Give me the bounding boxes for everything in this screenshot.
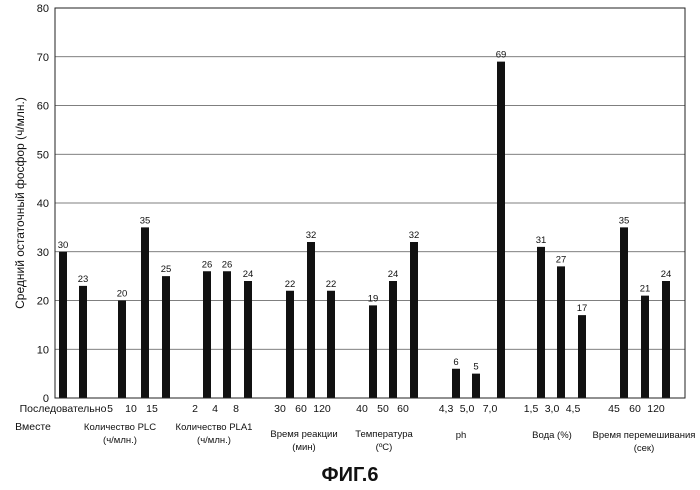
group-label: Количество PLA1(ч/млн.) — [176, 422, 253, 446]
y-tick-label: 60 — [37, 101, 49, 113]
x-tick-label: 30 — [274, 403, 286, 415]
bar — [472, 374, 480, 398]
bar — [79, 286, 87, 398]
data-label: 32 — [306, 230, 317, 241]
x-tick-label: 5,0 — [460, 403, 475, 415]
x-tick-label: 45 — [608, 403, 620, 415]
x-tick-label: 5 — [107, 403, 113, 415]
group-label: Температура(ºC) — [355, 429, 413, 453]
data-label: 17 — [577, 303, 588, 314]
data-label: 25 — [161, 264, 172, 275]
data-label: 23 — [78, 274, 89, 285]
y-tick-label: 80 — [37, 3, 49, 15]
data-label: 24 — [661, 269, 672, 280]
data-label: 31 — [536, 235, 547, 246]
x-tick-label: Вместе — [15, 421, 51, 433]
bar — [662, 281, 670, 398]
data-label: 22 — [326, 279, 337, 290]
data-label: 35 — [140, 215, 151, 226]
x-tick-label: 60 — [397, 403, 409, 415]
x-tick-label: 4 — [212, 403, 218, 415]
data-label: 24 — [243, 269, 254, 280]
bar — [327, 291, 335, 398]
bar — [286, 291, 294, 398]
data-label: 26 — [222, 259, 233, 270]
bar — [497, 62, 505, 398]
x-tick-label: 4,5 — [566, 403, 581, 415]
x-tick-label: Последовательно — [20, 403, 107, 415]
y-axis-label: Средний остаточный фосфор (ч/млн.) — [13, 97, 27, 309]
data-label: 27 — [556, 254, 567, 265]
data-label: 22 — [285, 279, 296, 290]
y-tick-label: 20 — [37, 296, 49, 308]
data-label: 5 — [473, 362, 478, 373]
data-label: 20 — [117, 289, 128, 300]
bar — [223, 271, 231, 398]
bar — [59, 252, 67, 398]
bar — [452, 369, 460, 398]
group-label: Время перемешивания(сек) — [593, 430, 696, 454]
x-tick-label: 3,0 — [545, 403, 560, 415]
bars — [59, 62, 670, 398]
y-tick-label: 10 — [37, 344, 49, 356]
bar — [369, 305, 377, 398]
data-label: 24 — [388, 269, 399, 280]
data-label: 30 — [58, 240, 69, 251]
x-tick-label: 2 — [192, 403, 198, 415]
data-label: 69 — [496, 50, 507, 61]
data-label: 6 — [453, 357, 458, 368]
x-tick-label: 60 — [295, 403, 307, 415]
x-tick-label: 60 — [629, 403, 641, 415]
x-tick-label: 1,5 — [524, 403, 539, 415]
bar — [141, 227, 149, 398]
group-label: Вода (%) — [532, 430, 572, 441]
bar — [620, 227, 628, 398]
y-tick-label: 70 — [37, 52, 49, 64]
bar — [244, 281, 252, 398]
x-tick-label: 120 — [313, 403, 331, 415]
group-label: Количество PLC(ч/млн.) — [84, 422, 156, 446]
bar — [578, 315, 586, 398]
x-tick-label: 15 — [146, 403, 158, 415]
bar — [162, 276, 170, 398]
data-label: 35 — [619, 215, 630, 226]
x-tick-label: 40 — [356, 403, 368, 415]
bar — [537, 247, 545, 398]
data-label: 21 — [640, 284, 651, 295]
group-label: ph — [456, 430, 467, 441]
data-label: 19 — [368, 293, 379, 304]
group-label: Время реакции(мин) — [270, 429, 337, 453]
data-label: 26 — [202, 259, 213, 270]
bar — [641, 296, 649, 398]
y-tick-label: 50 — [37, 149, 49, 161]
x-tick-label: 8 — [233, 403, 239, 415]
x-tick-label: 4,3 — [439, 403, 454, 415]
bar — [410, 242, 418, 398]
bar — [203, 271, 211, 398]
bar — [307, 242, 315, 398]
x-tick-label: 10 — [125, 403, 137, 415]
x-tick-label: 50 — [377, 403, 389, 415]
figure-caption: ФИГ.6 — [322, 464, 379, 486]
bar — [118, 301, 126, 399]
x-tick-label: 7,0 — [483, 403, 498, 415]
bar — [557, 266, 565, 398]
data-label: 32 — [409, 230, 420, 241]
x-tick-label: 120 — [647, 403, 665, 415]
bar — [389, 281, 397, 398]
y-axis-ticks: 01020304050607080 — [37, 3, 49, 405]
group-labels: Количество PLC(ч/млн.) Количество PLA1(ч/… — [84, 422, 696, 454]
y-tick-label: 30 — [37, 247, 49, 259]
y-tick-label: 40 — [37, 198, 49, 210]
